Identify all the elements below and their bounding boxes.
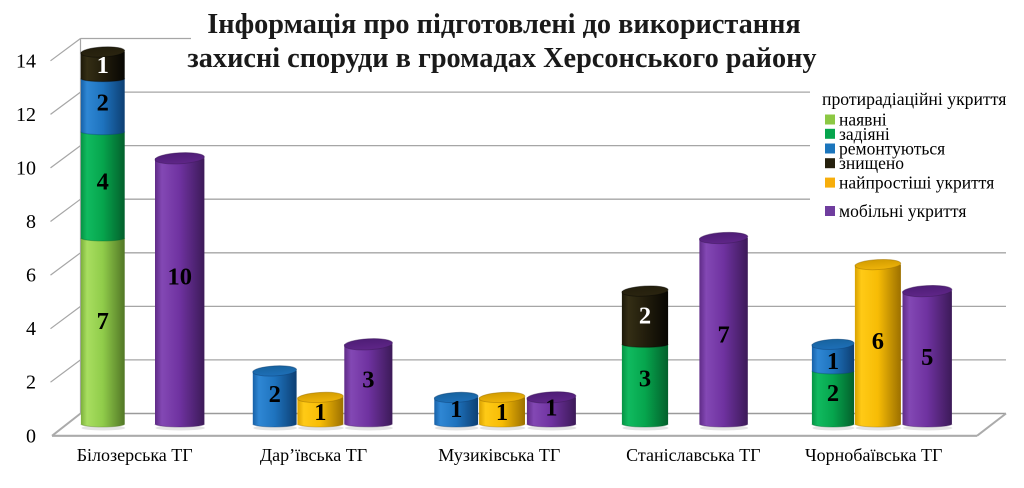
svg-text:Станіславська ТГ: Станіславська ТГ: [626, 445, 760, 465]
svg-text:2: 2: [827, 380, 839, 407]
svg-text:найпростіші укриття: найпростіші укриття: [839, 173, 994, 193]
svg-text:8: 8: [26, 211, 36, 233]
svg-text:протирадіаційні укриття: протирадіаційні укриття: [822, 89, 1006, 109]
svg-text:2: 2: [639, 303, 651, 330]
svg-text:Білозерська ТГ: Білозерська ТГ: [77, 445, 193, 465]
svg-text:1: 1: [827, 348, 839, 375]
svg-text:3: 3: [639, 366, 651, 393]
svg-text:7: 7: [717, 321, 729, 348]
svg-text:7: 7: [97, 308, 109, 335]
svg-text:4: 4: [26, 318, 36, 340]
svg-text:3: 3: [362, 367, 374, 394]
svg-text:ремонтуються: ремонтуються: [839, 139, 945, 159]
svg-text:Музиківська ТГ: Музиківська ТГ: [438, 445, 560, 465]
svg-text:14: 14: [16, 50, 36, 72]
svg-text:12: 12: [16, 104, 36, 126]
svg-text:2: 2: [269, 381, 281, 408]
svg-text:1: 1: [97, 52, 109, 79]
svg-text:задіяні: задіяні: [839, 124, 890, 144]
svg-text:Інформація про підготовлені до: Інформація про підготовлені до використа…: [207, 9, 800, 40]
svg-text:знищено: знищено: [839, 153, 904, 173]
svg-text:0: 0: [26, 425, 36, 447]
svg-text:2: 2: [26, 372, 36, 394]
svg-text:4: 4: [97, 169, 109, 196]
svg-text:Чорнобаївська ТГ: Чорнобаївська ТГ: [805, 445, 942, 465]
svg-text:6: 6: [26, 265, 36, 287]
svg-text:захисні споруди в громадах Хер: захисні споруди в громадах Херсонського …: [187, 43, 816, 74]
svg-text:1: 1: [496, 399, 508, 426]
svg-text:1: 1: [450, 396, 462, 423]
svg-text:1: 1: [545, 395, 557, 422]
svg-text:2: 2: [97, 90, 109, 117]
svg-text:1: 1: [314, 399, 326, 426]
svg-text:5: 5: [921, 344, 933, 371]
svg-text:Дар’ївська ТГ: Дар’ївська ТГ: [260, 445, 367, 465]
svg-text:10: 10: [16, 157, 36, 179]
svg-text:10: 10: [167, 264, 192, 291]
svg-text:мобільні укриття: мобільні укриття: [839, 201, 966, 221]
svg-text:наявні: наявні: [839, 110, 887, 130]
svg-text:6: 6: [872, 328, 884, 355]
